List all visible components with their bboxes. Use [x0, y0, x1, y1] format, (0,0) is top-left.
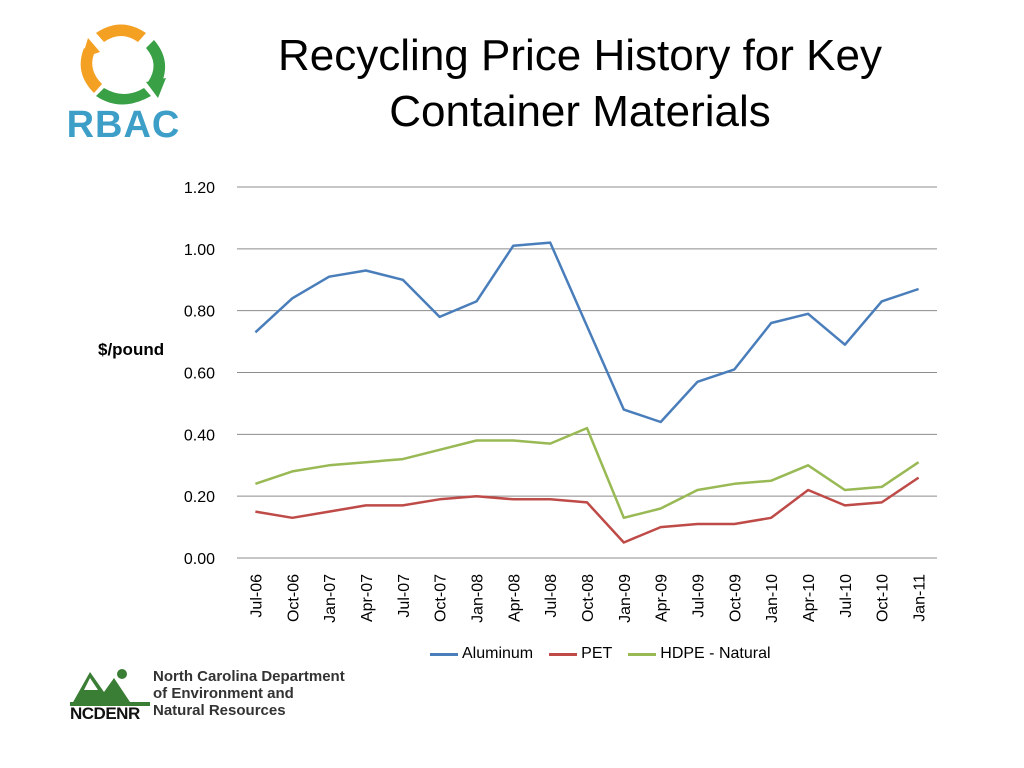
ncdenr-line-2: of Environment and	[153, 685, 294, 702]
x-tick-label: Apr-08	[506, 574, 523, 622]
legend-item: HDPE - Natural	[628, 645, 771, 663]
slide-title: Recycling Price History for Key Containe…	[200, 28, 960, 140]
legend-label: HDPE - Natural	[660, 645, 771, 662]
y-tick-label: 0.20	[184, 489, 215, 506]
ncdenr-name: North Carolina Department of Environment…	[153, 668, 345, 719]
x-tick-label: Jan-07	[322, 574, 339, 623]
series-line-pet	[255, 476, 920, 544]
series-line-aluminum	[254, 241, 919, 424]
ncdenr-line-1: North Carolina Department	[153, 668, 345, 685]
y-tick-label: 1.20	[184, 180, 215, 197]
y-tick-label: 1.00	[184, 242, 215, 259]
x-tick-label: Jan-08	[469, 574, 486, 623]
y-tick-label: 0.80	[184, 304, 215, 321]
x-tick-label: Oct-08	[580, 574, 597, 622]
legend-item: Aluminum	[430, 645, 533, 663]
title-line-1: Recycling Price History for Key	[278, 31, 882, 80]
legend-item: PET	[549, 645, 612, 663]
rbac-logo-text: RBAC	[66, 104, 181, 146]
y-tick-label: 0.40	[184, 427, 215, 444]
x-tick-label: Jul-08	[543, 574, 560, 618]
x-tick-label: Jul-06	[248, 574, 265, 618]
x-tick-label: Oct-10	[875, 574, 892, 622]
x-tick-label: Oct-09	[727, 574, 744, 622]
x-tick-label: Jan-11	[912, 574, 929, 622]
x-tick-label: Oct-06	[285, 574, 302, 622]
ncdenr-emblem-icon	[70, 669, 150, 706]
x-tick-label: Apr-10	[801, 574, 818, 622]
legend-swatch	[549, 652, 578, 656]
x-tick-label: Apr-07	[359, 574, 376, 622]
y-tick-label: 0.60	[184, 366, 215, 383]
legend-label: PET	[581, 645, 613, 662]
x-tick-label: Jul-09	[691, 574, 708, 618]
ncdenr-line-3: Natural Resources	[153, 702, 286, 719]
chart-legend: Aluminum PET HDPE - Natural	[430, 645, 787, 663]
legend-swatch	[430, 652, 458, 656]
rbac-logo: RBAC	[66, 18, 181, 150]
x-tick-label: Jul-07	[396, 574, 413, 618]
ncdenr-logo: NCDENR North Carolina Department of Envi…	[70, 664, 370, 724]
x-tick-label: Jul-10	[838, 574, 855, 618]
x-tick-label: Jan-09	[617, 574, 634, 623]
x-tick-label: Apr-09	[654, 574, 671, 622]
x-tick-label: Oct-07	[433, 574, 450, 622]
legend-swatch	[628, 652, 657, 656]
ncdenr-abbr: NCDENR	[70, 704, 140, 723]
series-line-hdpe-natural	[255, 426, 920, 520]
recycle-arrows-icon	[80, 24, 166, 105]
legend-label: Aluminum	[462, 645, 534, 662]
x-tick-label: Jan-10	[764, 574, 781, 623]
y-tick-label: 0.00	[184, 551, 215, 568]
title-line-2: Container Materials	[389, 87, 771, 136]
y-axis-label: $/pound	[98, 340, 165, 359]
